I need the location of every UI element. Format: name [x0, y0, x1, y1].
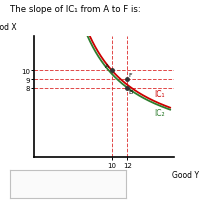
Text: The slope of IC₁ from A to F is:: The slope of IC₁ from A to F is:: [10, 5, 141, 14]
Y-axis label: Good X: Good X: [0, 23, 17, 32]
Text: A: A: [105, 64, 109, 69]
Text: B: B: [128, 89, 132, 94]
Text: F: F: [128, 73, 132, 78]
Text: IC₂: IC₂: [155, 108, 165, 117]
X-axis label: Good Y: Good Y: [172, 170, 199, 179]
Text: IC₁: IC₁: [155, 89, 165, 98]
